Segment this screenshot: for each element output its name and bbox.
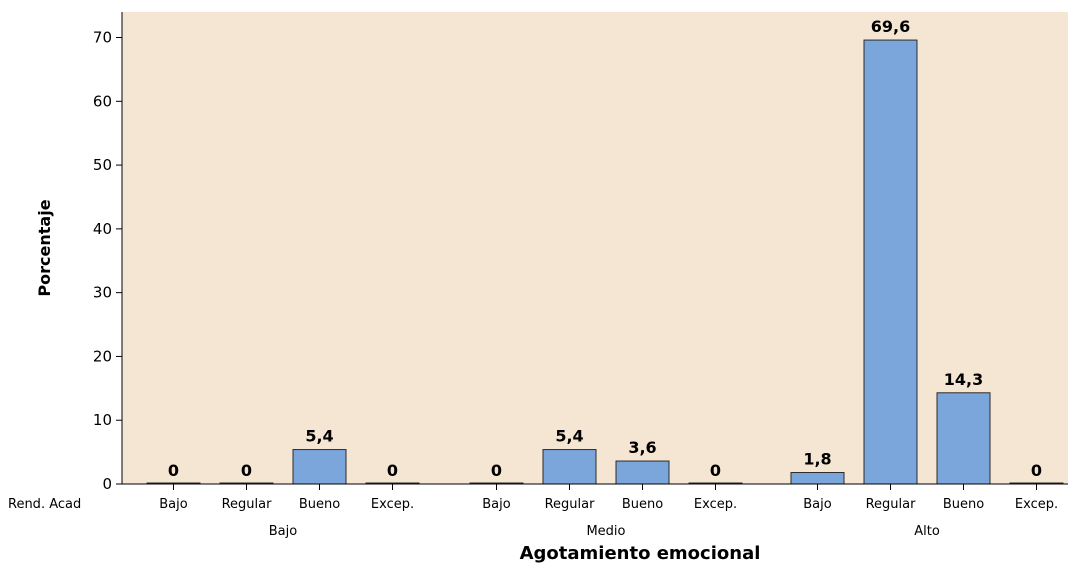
bar — [936, 392, 991, 485]
row-header-label: Rend. Acad — [8, 497, 81, 512]
x-category-label: Regular — [222, 497, 273, 512]
data-label: 0 — [387, 461, 398, 480]
data-label: 0 — [1031, 461, 1042, 480]
data-label: 69,6 — [871, 17, 910, 36]
data-label: 1,8 — [803, 450, 831, 469]
y-tick-label: 50 — [93, 156, 112, 174]
x-group-label: Alto — [914, 524, 940, 539]
y-tick-label: 20 — [93, 347, 112, 365]
bar — [292, 449, 347, 485]
y-tick-label: 10 — [93, 411, 112, 429]
bar — [615, 460, 670, 485]
data-label: 0 — [710, 461, 721, 480]
data-label: 0 — [491, 461, 502, 480]
data-label: 3,6 — [628, 438, 656, 457]
y-axis: 0 10 20 30 40 50 60 70 — [93, 12, 1068, 493]
data-label: 0 — [168, 461, 179, 480]
x-axis-title: Agotamiento emocional — [520, 543, 761, 564]
bars-layer — [146, 39, 1064, 485]
x-category-label: Bueno — [622, 497, 663, 512]
plot-area — [122, 12, 1068, 484]
x-group-label: Bajo — [269, 524, 297, 539]
data-label: 5,4 — [305, 427, 333, 446]
y-tick-label: 60 — [93, 92, 112, 110]
data-label: 0 — [241, 461, 252, 480]
x-category-label: Excep. — [371, 497, 414, 512]
x-category-label: Bajo — [803, 497, 831, 512]
x-category-label: Bajo — [482, 497, 510, 512]
bar — [542, 449, 597, 485]
data-labels-layer: 0 0 5,4 0 0 5,4 3,6 0 1,8 69,6 14,3 0 — [168, 17, 1042, 480]
data-label: 5,4 — [555, 427, 583, 446]
y-tick-label: 70 — [93, 29, 112, 47]
y-tick-label: 0 — [102, 475, 112, 493]
x-category-label: Bueno — [943, 497, 984, 512]
x-category-label: Excep. — [1015, 497, 1058, 512]
x-category-label: Regular — [866, 497, 917, 512]
x-group-label: Medio — [586, 524, 625, 539]
x-axis-categories: Bajo Regular Bueno Excep. Bajo Bajo Regular Bue… — [159, 484, 1058, 539]
x-category-label: Regular — [545, 497, 596, 512]
data-label: 14,3 — [944, 370, 983, 389]
bar — [790, 472, 845, 485]
x-category-label: Excep. — [694, 497, 737, 512]
x-category-label: Bajo — [159, 497, 187, 512]
bar — [863, 39, 918, 485]
y-tick-label: 40 — [93, 220, 112, 238]
y-tick-label: 30 — [93, 284, 112, 302]
x-category-label: Bueno — [299, 497, 340, 512]
y-axis-title: Porcentaje — [35, 199, 54, 296]
